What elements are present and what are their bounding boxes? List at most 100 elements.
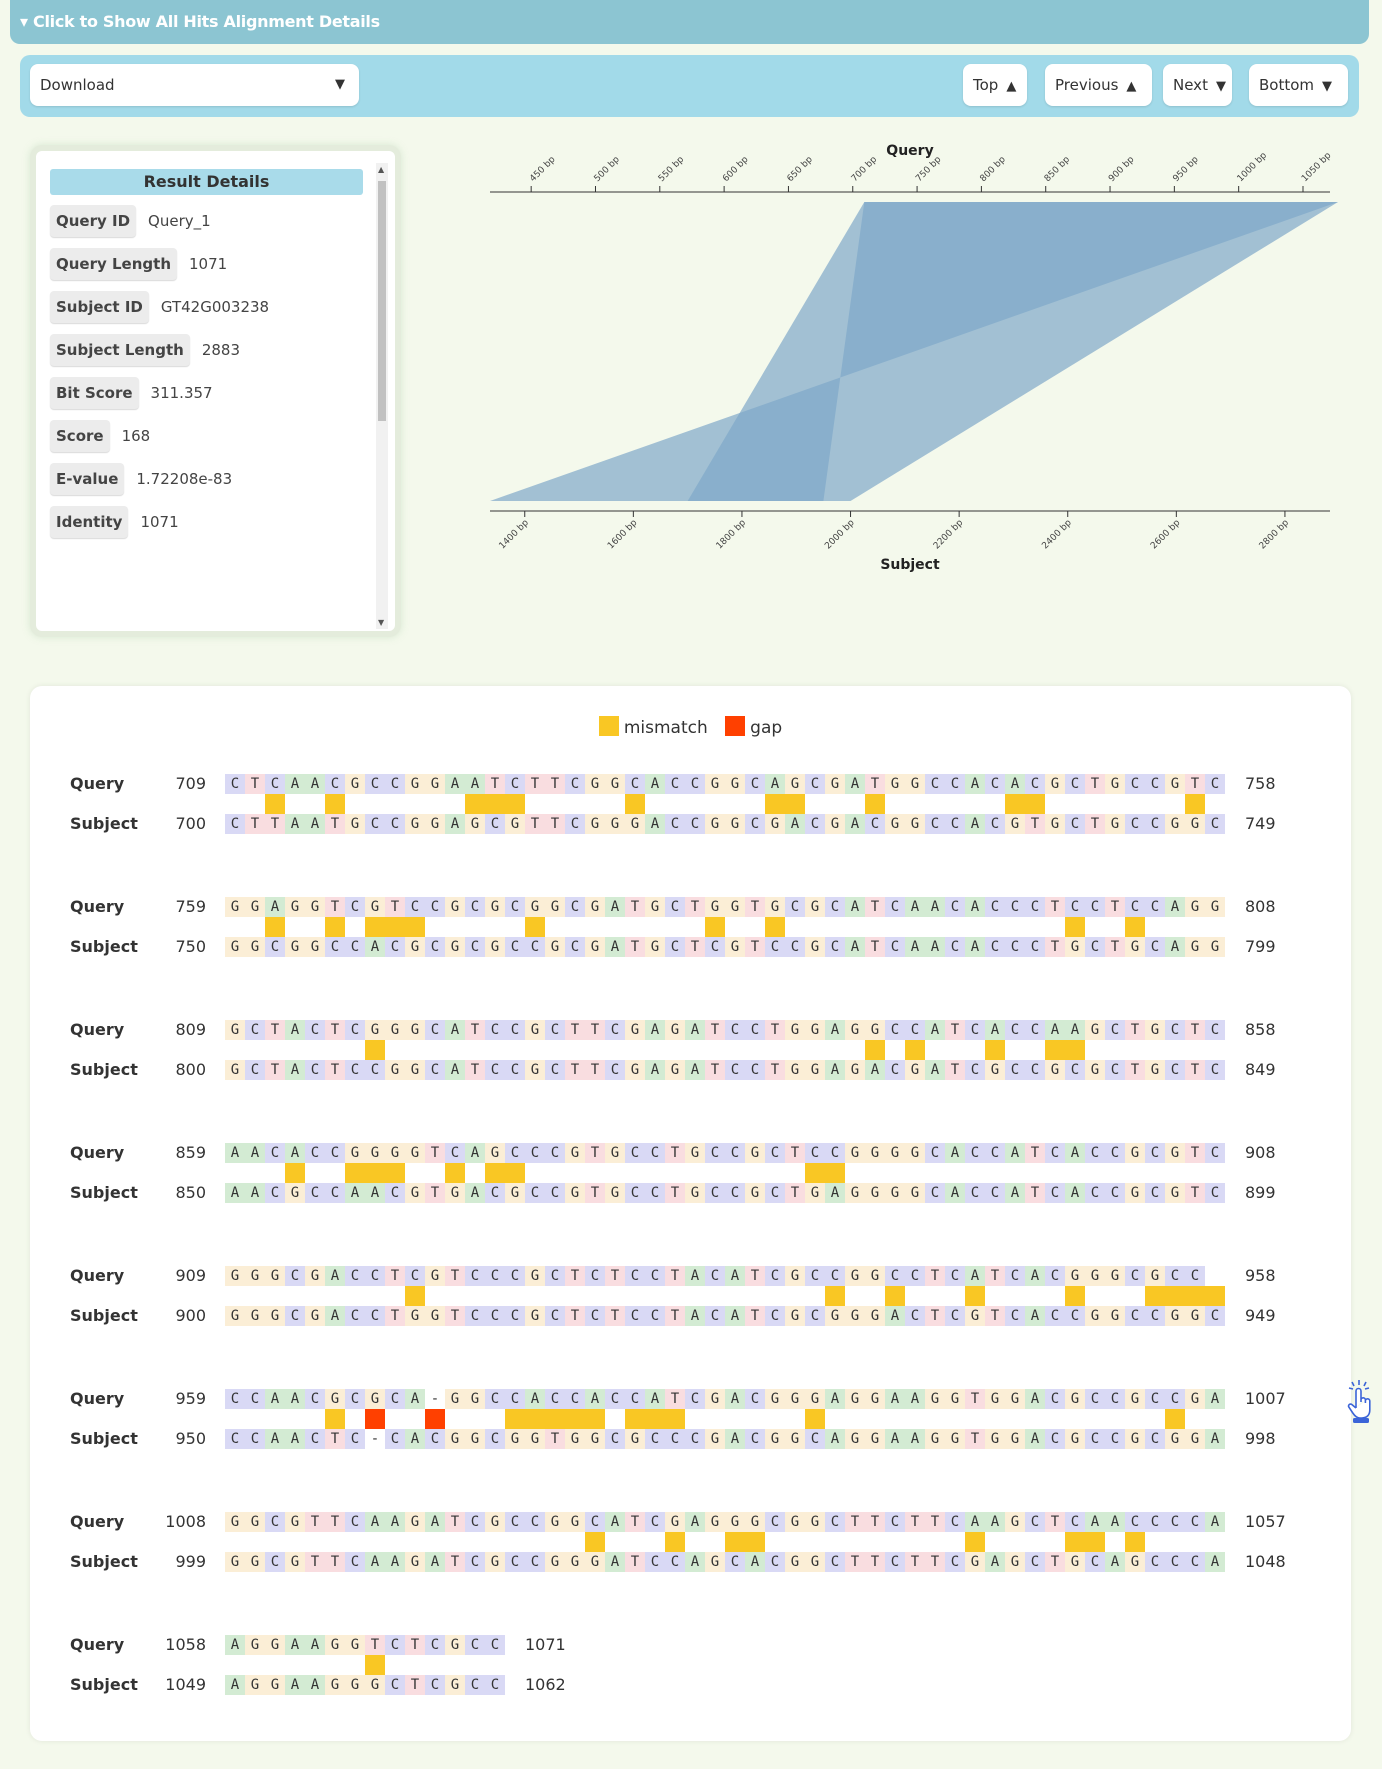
pointer-hand-icon <box>1347 1380 1371 1423</box>
detail-row: Subject Length 2883 <box>50 334 240 366</box>
mismatch-track <box>225 1286 1225 1306</box>
alignment-block: Query 809 Subject 800 G C T A C T C G G G C A T C C G C T T C G A… <box>30 1020 1351 1100</box>
detail-label: Query ID <box>50 205 137 237</box>
detail-row: Query Length 1071 <box>50 248 227 280</box>
subject-end: 1062 <box>525 1675 566 1694</box>
query-tick-label: 450 bp <box>528 155 558 185</box>
query-start: 759 <box>175 897 206 916</box>
download-label: Download <box>40 76 115 94</box>
subject-tick-label: 2400 bp <box>1040 518 1074 552</box>
detail-value: 2883 <box>201 341 241 359</box>
query-start: 1008 <box>165 1512 206 1531</box>
query-row-label: Query <box>70 1512 125 1531</box>
query-start: 909 <box>175 1266 206 1285</box>
query-tick-label: 700 bp <box>850 155 880 185</box>
subject-start: 750 <box>175 937 206 956</box>
alignment-block: Query 909 Subject 900 G G G C G A C C T C G T C C C G C T C T C C… <box>30 1266 1351 1346</box>
alignment-block: Query 1008 Subject 999 G G C G T T C A A G A T C G C C G G C A T… <box>30 1512 1351 1592</box>
next-button[interactable]: Next ▼ <box>1163 64 1232 106</box>
detail-label: Subject ID <box>50 291 149 323</box>
query-tick-label: 950 bp <box>1171 155 1201 185</box>
bottom-button[interactable]: Bottom ▼ <box>1249 64 1348 106</box>
scroll-thumb[interactable] <box>378 181 386 421</box>
detail-row: Identity 1071 <box>50 506 179 538</box>
alignment-block: Query 759 Subject 750 G G A G G T C G T C C G C G C G G C G A T G… <box>30 897 1351 977</box>
details-scrollbar[interactable]: ▲ ▼ <box>376 163 388 629</box>
alignment-panel: mismatch gap Query 709 Subject 700 C T C A A C G C C… <box>30 686 1351 1741</box>
detail-label: Query Length <box>50 248 177 280</box>
query-row-label: Query <box>70 897 125 916</box>
top-button[interactable]: Top ▲ <box>963 64 1027 106</box>
detail-value: 1071 <box>189 255 228 273</box>
query-end: 1057 <box>1245 1512 1286 1531</box>
subject-row-label: Subject <box>70 1183 138 1202</box>
subject-tick-label: 1800 bp <box>715 518 749 552</box>
detail-value: GT42G003238 <box>160 298 270 316</box>
hsp-polygon <box>687 202 1338 501</box>
mismatch-track <box>225 1655 505 1675</box>
down-arrow-icon: ▼ <box>1215 79 1226 94</box>
query-row-label: Query <box>70 1266 125 1285</box>
alignment-block: Query 859 Subject 850 A A C A C C G G G G T C A G C C C G T G C C… <box>30 1143 1351 1223</box>
query-start: 959 <box>175 1389 206 1408</box>
subject-row-label: Subject <box>70 1552 138 1571</box>
detail-value: 1071 <box>140 513 179 531</box>
detail-value: 1.72208e-83 <box>136 470 233 488</box>
scroll-up-icon[interactable]: ▲ <box>378 165 385 174</box>
top-button-label: Top <box>973 76 999 94</box>
download-select[interactable]: Download ▼ <box>30 64 359 106</box>
subject-tick-label: 2800 bp <box>1258 518 1292 552</box>
mismatch-track <box>225 1040 1225 1060</box>
mismatch-track <box>225 1163 1225 1183</box>
query-tick-label: 600 bp <box>721 155 751 185</box>
result-details-panel: Result Details Query ID Query_1 Query Leng… <box>30 145 401 637</box>
mismatch-legend-label: mismatch <box>623 718 708 738</box>
query-tick-label: 500 bp <box>593 155 623 185</box>
detail-label: Subject Length <box>50 334 190 366</box>
query-row-label: Query <box>70 774 125 793</box>
next-button-label: Next <box>1173 76 1208 94</box>
query-tick-label: 550 bp <box>657 155 687 185</box>
query-tick-label: 1000 bp <box>1236 151 1270 185</box>
mismatch-track <box>225 1409 1225 1429</box>
detail-row: Score 168 <box>50 420 150 452</box>
up-arrow-icon: ▲ <box>1006 79 1017 94</box>
query-row-label: Query <box>70 1635 125 1654</box>
subject-start: 850 <box>175 1183 206 1202</box>
query-end: 808 <box>1245 897 1276 916</box>
query-tick-label: 850 bp <box>1043 155 1073 185</box>
detail-label: E-value <box>50 463 125 495</box>
query-tick-label: 1050 bp <box>1300 151 1334 185</box>
mismatch-track <box>225 1532 1225 1552</box>
hsp-alignment-diagram: Query 450 bp 500 bp 550 bp 600 bp 650 bp 700 b… <box>490 143 1338 573</box>
subject-end: 949 <box>1245 1306 1276 1325</box>
detail-label: Score <box>50 420 110 452</box>
bottom-button-label: Bottom <box>1259 76 1315 94</box>
subject-row-label: Subject <box>70 1429 138 1448</box>
subject-end: 998 <box>1245 1429 1276 1448</box>
show-all-hits-toggle[interactable]: ▾ Click to Show All Hits Alignment Detai… <box>10 0 1369 44</box>
alignment-legend: mismatch gap <box>30 716 1351 738</box>
query-start: 709 <box>175 774 206 793</box>
previous-button[interactable]: Previous ▲ <box>1045 64 1152 106</box>
detail-row: Subject ID GT42G003238 <box>50 291 269 323</box>
scroll-down-icon[interactable]: ▼ <box>378 618 385 627</box>
mismatch-swatch <box>598 716 619 736</box>
up-arrow-icon: ▲ <box>1126 79 1137 94</box>
subject-axis-title: Subject <box>880 557 940 573</box>
gap-swatch <box>725 716 746 736</box>
subject-row-label: Subject <box>70 937 138 956</box>
detail-value: 168 <box>121 427 151 445</box>
detail-value: Query_1 <box>148 212 211 230</box>
detail-value: 311.357 <box>150 384 213 402</box>
query-start: 859 <box>175 1143 206 1162</box>
query-end: 858 <box>1245 1020 1276 1039</box>
